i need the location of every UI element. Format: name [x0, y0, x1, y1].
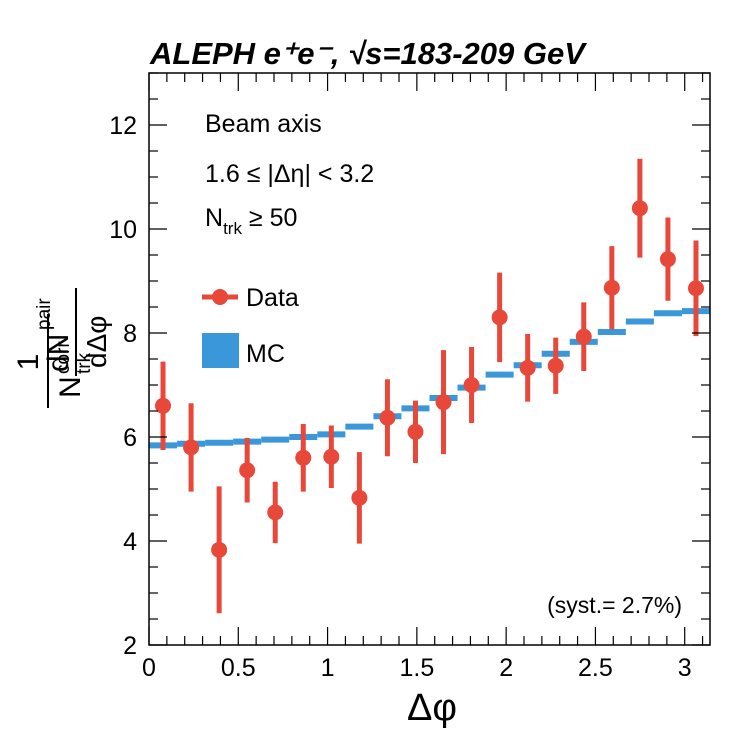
y-label-ddphi: dΔφ [81, 316, 112, 368]
legend: Data MC [202, 284, 299, 368]
ntrk-sub: trk [223, 219, 242, 238]
mc-series [149, 308, 710, 449]
annotation-eta-range: 1.6 ≤ |Δη| < 3.2 [205, 160, 374, 188]
y-label-ncorr: N [54, 376, 87, 398]
x-tick-label: 1 [321, 654, 335, 682]
ntrk-main: N [205, 204, 223, 232]
annotation-systematic: (syst.= 2.7%) [547, 592, 682, 618]
data-point-0 [155, 397, 172, 414]
data-point-3 [239, 462, 256, 479]
legend-entry-mc: MC [202, 333, 285, 368]
y-tick-label: 10 [109, 216, 137, 244]
y-tick-label: 2 [123, 632, 137, 660]
data-point-10 [435, 394, 452, 411]
x-tick-label: 3 [678, 654, 692, 682]
x-tick-label: 0 [142, 654, 156, 682]
data-point-14 [547, 357, 564, 374]
data-point-13 [519, 359, 536, 376]
data-point-6 [323, 448, 340, 465]
data-point-19 [687, 280, 704, 297]
data-point-4 [267, 504, 284, 521]
ntrk-cut: ≥ 50 [242, 204, 297, 232]
legend-mc-marker [202, 333, 239, 368]
y-tick-label: 8 [123, 320, 137, 348]
y-tick-label: 12 [109, 112, 137, 140]
data-point-5 [295, 449, 312, 466]
data-point-2 [211, 541, 228, 558]
y-tick-label: 4 [123, 528, 137, 556]
data-point-11 [463, 377, 480, 393]
data-point-15 [575, 328, 592, 345]
x-tick-label: 1.5 [399, 654, 434, 682]
data-point-7 [351, 489, 368, 506]
x-tick-label: 2.5 [578, 654, 613, 682]
chart-title: ALEPH e⁺e⁻, √s=183-209 GeV [149, 36, 587, 71]
x-tick-label: 2 [499, 654, 513, 682]
y-label-one: 1 [12, 354, 45, 371]
data-series [155, 158, 704, 614]
legend-data-marker [212, 289, 228, 305]
legend-mc-label: MC [246, 340, 285, 368]
y-label-dn-text: dN [42, 334, 75, 372]
axis-tick-labels: 0 0.5 1 1.5 2 2.5 3 2 4 6 8 10 12 [109, 112, 691, 682]
annotation-beam-axis: Beam axis [205, 110, 322, 138]
y-axis-label: 1 N corr trk [12, 314, 95, 408]
data-point-16 [603, 279, 620, 296]
y-label-dn-sup: pair [34, 298, 55, 330]
axis-ticks [148, 72, 710, 646]
data-point-17 [631, 200, 648, 217]
y-axis-label-right: dN pair dΔφ [34, 288, 112, 376]
legend-entry-data: Data [202, 284, 299, 312]
y-label-ncorr-sup: corr [53, 341, 74, 374]
y-label-ncorr-sub: trk [74, 352, 95, 374]
legend-data-label: Data [246, 284, 299, 312]
annotation-ntrk: Ntrk ≥ 50 [205, 204, 297, 238]
data-point-9 [407, 423, 424, 440]
x-axis-label: Δφ [407, 687, 457, 729]
data-point-1 [183, 439, 200, 456]
data-point-12 [491, 309, 508, 326]
y-tick-label: 6 [123, 424, 137, 452]
x-tick-label: 0.5 [221, 654, 256, 682]
data-point-18 [659, 251, 676, 268]
data-point-8 [379, 409, 396, 426]
